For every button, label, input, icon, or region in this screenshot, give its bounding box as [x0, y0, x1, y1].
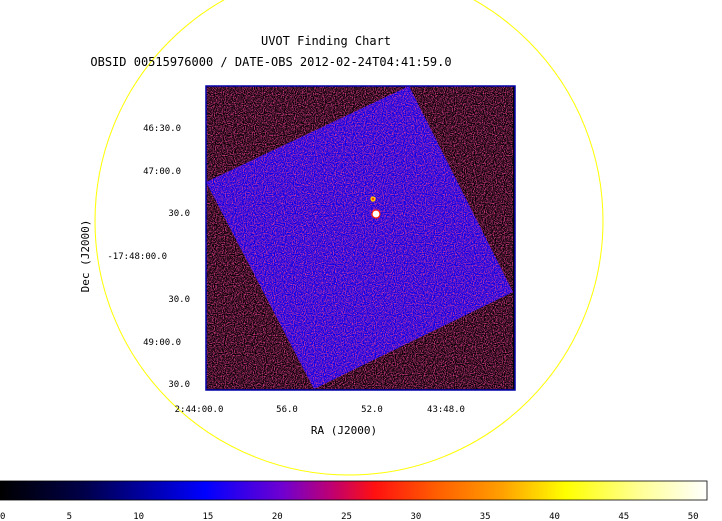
source-2	[371, 209, 381, 219]
colorbar: 0 5 10 15 20 25 30 35 40 45 50	[0, 480, 708, 521]
x-tick-label: 56.0	[276, 405, 298, 415]
colorbar-tick-label: 0	[0, 512, 5, 521]
colorbar-tick-label: 5	[67, 512, 72, 521]
colorbar-tick-label: 45	[618, 512, 629, 521]
x-axis-label: RA (J2000)	[311, 424, 377, 437]
colorbar-tick-label: 25	[341, 512, 352, 521]
colorbar-tick-label: 20	[272, 512, 283, 521]
colorbar-tick-label: 15	[203, 512, 214, 521]
y-tick-label: 47:00.0	[143, 167, 181, 177]
noise-texture	[206, 86, 513, 389]
chart-title: UVOT Finding Chart	[261, 34, 391, 48]
y-tick-label: 30.0	[168, 209, 190, 219]
colorbar-tick-label: 10	[133, 512, 144, 521]
y-axis-label: Dec (J2000)	[79, 220, 92, 293]
image-panel	[205, 85, 516, 391]
x-tick-label: 43:48.0	[427, 405, 465, 415]
colorbar-gradient	[0, 480, 708, 501]
image-frame	[205, 85, 516, 391]
colorbar-tick-label: 40	[549, 512, 560, 521]
source-1	[370, 196, 376, 202]
y-tick-label: 30.0	[168, 295, 190, 305]
field-of-view-circle	[94, 0, 604, 476]
y-tick-label: 49:00.0	[143, 338, 181, 348]
x-tick-label: 2:44:00.0	[175, 405, 224, 415]
colorbar-tick-label: 50	[688, 512, 699, 521]
y-tick-label: 46:30.0	[143, 124, 181, 134]
chart-subtitle: OBSID 00515976000 / DATE-OBS 2012-02-24T…	[90, 55, 451, 69]
y-tick-label: -17:48:00.0	[107, 252, 167, 262]
colorbar-ticks: 0 5 10 15 20 25 30 35 40 45 50	[0, 512, 699, 521]
y-tick-label: 30.0	[168, 380, 190, 390]
x-tick-label: 52.0	[361, 405, 383, 415]
colorbar-tick-label: 35	[480, 512, 491, 521]
colorbar-tick-label: 30	[410, 512, 421, 521]
